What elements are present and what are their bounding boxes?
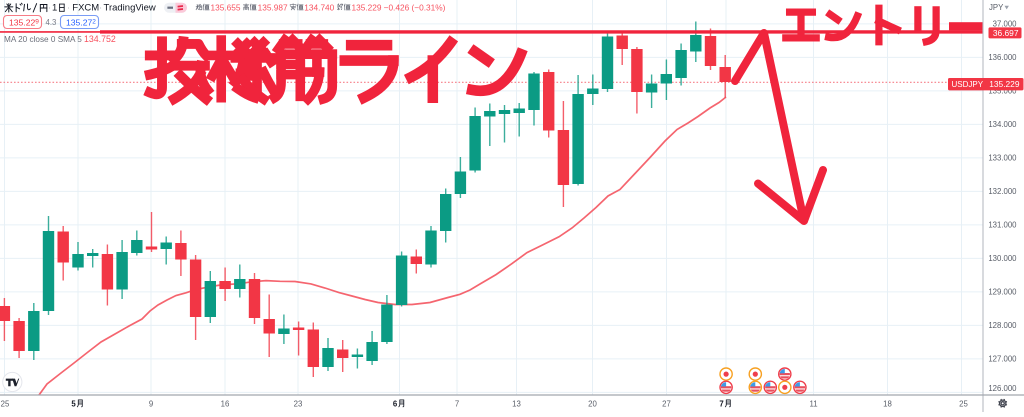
svg-text:23: 23 <box>294 399 303 408</box>
svg-text:37.000: 37.000 <box>993 20 1018 29</box>
svg-text:130.000: 130.000 <box>988 254 1017 263</box>
svg-text:134.000: 134.000 <box>988 120 1017 129</box>
svg-text:36.697: 36.697 <box>993 28 1019 38</box>
svg-text:18: 18 <box>883 399 892 408</box>
svg-text:−0.426 (−0.31%): −0.426 (−0.31%) <box>384 3 446 13</box>
svg-text:MA 20 close 0 SMA 5: MA 20 close 0 SMA 5 <box>4 35 82 44</box>
svg-text:7: 7 <box>719 399 723 408</box>
svg-text:6: 6 <box>393 399 398 408</box>
svg-text:135.229: 135.229 <box>9 18 39 28</box>
svg-text:13: 13 <box>512 399 521 408</box>
svg-text:TradingView: TradingView <box>104 3 156 14</box>
svg-text:129.000: 129.000 <box>988 288 1017 297</box>
svg-text:1: 1 <box>52 3 57 14</box>
svg-text:27: 27 <box>662 399 671 408</box>
svg-text:7: 7 <box>455 399 459 408</box>
svg-text:134.752: 134.752 <box>84 34 116 44</box>
svg-text:136.000: 136.000 <box>988 53 1017 62</box>
svg-text:128.000: 128.000 <box>988 321 1017 330</box>
svg-text:·: · <box>99 3 102 14</box>
svg-text:20: 20 <box>588 399 597 408</box>
svg-text:9: 9 <box>149 399 153 408</box>
svg-text:135.229: 135.229 <box>989 79 1020 89</box>
svg-text:135.272: 135.272 <box>66 18 96 28</box>
svg-text:135.655: 135.655 <box>211 3 241 13</box>
svg-text:135.229: 135.229 <box>352 3 382 13</box>
svg-text:133.000: 133.000 <box>988 154 1017 163</box>
svg-text:FXCM: FXCM <box>72 3 99 14</box>
svg-text:135.987: 135.987 <box>258 3 288 13</box>
svg-text:134.740: 134.740 <box>304 3 334 13</box>
svg-text:127.000: 127.000 <box>988 355 1017 364</box>
svg-text:4.3: 4.3 <box>46 18 57 27</box>
svg-text:131.000: 131.000 <box>988 221 1017 230</box>
svg-text:25: 25 <box>1 399 10 408</box>
svg-text:16: 16 <box>221 399 230 408</box>
svg-text:132.000: 132.000 <box>988 187 1017 196</box>
svg-text:JPY: JPY <box>989 3 1004 12</box>
svg-text:·: · <box>48 3 51 14</box>
svg-text:25: 25 <box>959 399 968 408</box>
svg-text:126.000: 126.000 <box>988 384 1017 393</box>
svg-text:USDJPY: USDJPY <box>952 80 984 89</box>
svg-text:135.000: 135.000 <box>988 87 1017 96</box>
svg-text:5: 5 <box>71 399 76 408</box>
svg-text:11: 11 <box>809 399 817 408</box>
svg-text:·: · <box>67 3 70 14</box>
